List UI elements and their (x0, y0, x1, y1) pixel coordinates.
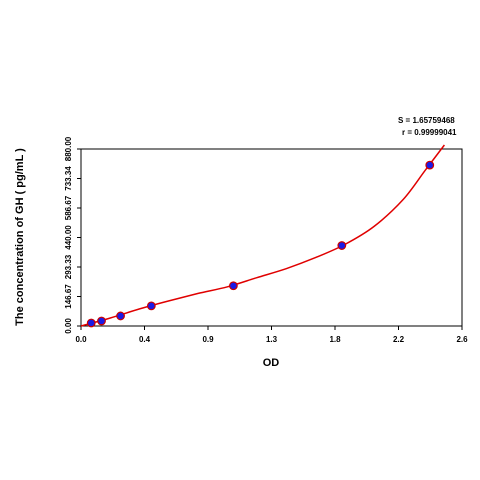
y-tick-label: 733.34 (64, 166, 73, 191)
plot-frame (80, 148, 463, 327)
r-value-label: r = 0.99999041 (402, 128, 457, 137)
x-tick-label: 2.2 (393, 335, 405, 344)
x-tick-label: 2.6 (456, 335, 468, 344)
y-tick-label: 293.33 (64, 254, 73, 279)
data-point (425, 160, 435, 170)
data-point (146, 301, 156, 311)
s-value-label: S = 1.65759468 (398, 116, 455, 125)
x-tick-label: 0.4 (139, 335, 151, 344)
x-tick-label: 1.3 (266, 335, 278, 344)
x-tick-label: 1.8 (329, 335, 341, 344)
data-point (86, 318, 96, 328)
y-axis-ticks: 0.00 146.67 293.33 440.00 586.67 733.34 880.00 (64, 136, 81, 334)
data-point (97, 316, 106, 326)
y-tick-label: 586.67 (64, 195, 73, 220)
x-axis-label: OD (263, 357, 280, 369)
y-tick-label: 880.00 (64, 136, 73, 161)
y-tick-label: 0.00 (64, 318, 73, 334)
data-point (228, 281, 238, 291)
y-axis-label: The concentration of GH ( pg/mL ) (14, 148, 26, 326)
data-point (116, 311, 125, 321)
y-tick-label: 146.67 (64, 284, 73, 309)
data-point (337, 241, 347, 250)
data-points (86, 160, 435, 328)
fit-curve-line (80, 144, 445, 327)
y-tick-label: 440.00 (64, 225, 73, 250)
x-axis-ticks: 0.0 0.4 0.9 1.3 1.8 2.2 2.6 (75, 326, 468, 344)
x-tick-label: 0.0 (75, 335, 87, 344)
x-tick-label: 0.9 (202, 335, 214, 344)
